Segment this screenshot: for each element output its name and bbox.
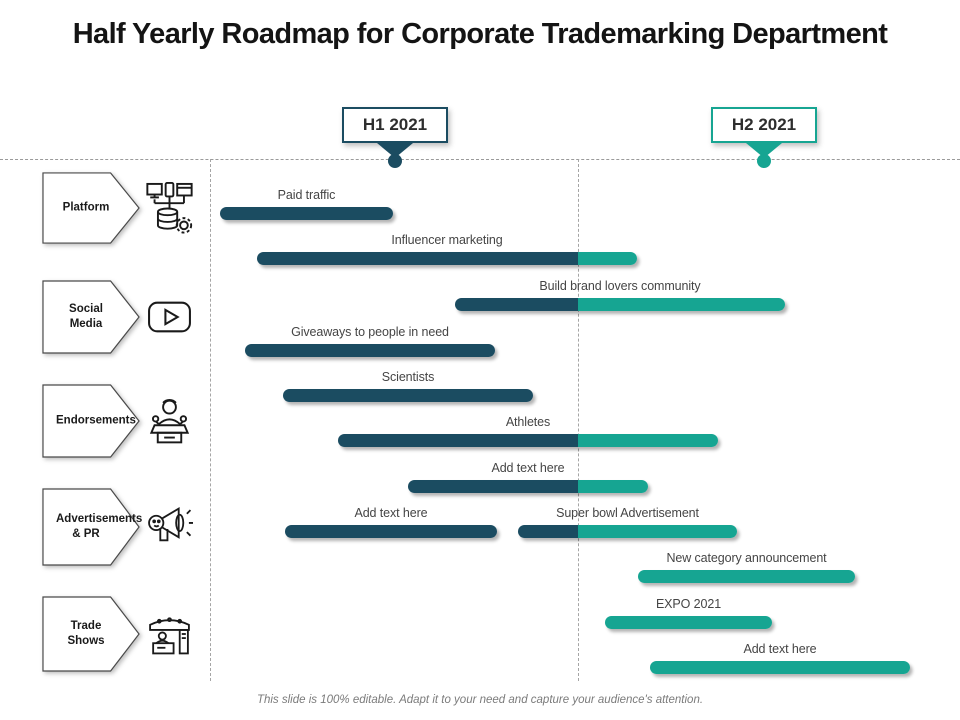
category-arrow-shape <box>42 488 140 566</box>
milestone-label: H2 2021 <box>731 115 797 134</box>
task-bar-segment-h2 <box>638 570 855 583</box>
platform-devices-icon <box>146 182 193 234</box>
category-label: Advertisements & PR <box>56 513 143 540</box>
milestone-label-box: H2 2021 <box>711 107 817 143</box>
task-bar <box>285 525 497 538</box>
category-arrow-shape <box>42 384 140 458</box>
task-bar <box>245 344 495 357</box>
category-arrow-shape <box>42 172 140 244</box>
task-bar-segment-h1 <box>245 344 495 357</box>
milestone-dot-icon <box>757 154 771 168</box>
task-label: Scientists <box>381 370 435 384</box>
task-bar-segment-h2 <box>650 661 910 674</box>
task-label: Paid traffic <box>277 188 336 202</box>
category-row: Endorsements <box>42 384 210 458</box>
timeline-axis-line <box>0 159 960 160</box>
task-bar-segment-h2 <box>578 480 648 493</box>
milestone-marker: H2 2021 <box>711 107 817 168</box>
task-bar <box>283 389 533 402</box>
h1-h2-divider <box>578 159 579 681</box>
task-bar-segment-h2 <box>578 298 785 311</box>
task-bar-segment-h2 <box>578 252 637 265</box>
task-label: Build brand lovers community <box>539 279 701 293</box>
task-bar-segment-h2 <box>578 434 718 447</box>
task-label: Influencer marketing <box>391 233 503 247</box>
timeline-start-divider <box>210 159 211 681</box>
category-label: Trade Shows <box>67 620 105 647</box>
task-label: Add text here <box>491 461 565 475</box>
task-bar <box>455 298 785 311</box>
video-channel-icon <box>146 291 193 343</box>
task-bar-segment-h2 <box>605 616 772 629</box>
task-bar-segment-h1 <box>408 480 578 493</box>
task-bar <box>408 480 648 493</box>
task-bar-segment-h1 <box>518 525 578 538</box>
category-row: Advertisements & PR <box>42 488 210 566</box>
category-arrow-shape <box>42 596 140 672</box>
task-label: EXPO 2021 <box>655 597 722 611</box>
category-label: Platform <box>62 201 110 214</box>
category-row: Social Media <box>42 280 210 354</box>
slide-title: Half Yearly Roadmap for Corporate Tradem… <box>72 18 888 50</box>
task-bar-segment-h2 <box>578 525 737 538</box>
task-bar <box>338 434 718 447</box>
task-label: Giveaways to people in need <box>291 325 449 339</box>
task-label: New category announcement <box>666 551 827 565</box>
task-label: Add text here <box>354 506 428 520</box>
task-bar-segment-h1 <box>257 252 578 265</box>
task-bar-segment-h1 <box>283 389 533 402</box>
task-bar-segment-h1 <box>338 434 578 447</box>
footer-note: This slide is 100% editable. Adapt it to… <box>256 694 704 706</box>
task-bar <box>605 616 772 629</box>
task-bar-segment-h1 <box>455 298 578 311</box>
milestone-dot-icon <box>388 154 402 168</box>
task-label: Add text here <box>743 642 817 656</box>
task-bar <box>220 207 393 220</box>
trade-booth-icon <box>146 608 193 660</box>
task-bar <box>650 661 910 674</box>
task-label: Athletes <box>505 415 551 429</box>
task-bar <box>638 570 855 583</box>
task-bar-segment-h1 <box>285 525 497 538</box>
category-label: Social Media <box>69 303 103 330</box>
category-row: Platform <box>42 172 210 244</box>
milestone-label-box: H1 2021 <box>342 107 448 143</box>
category-arrow-shape <box>42 280 140 354</box>
task-label: Super bowl Advertisement <box>556 506 699 520</box>
milestone-label: H1 2021 <box>362 115 428 134</box>
task-bar <box>518 525 737 538</box>
spokesperson-icon <box>146 395 193 447</box>
category-label: Endorsements <box>56 414 136 427</box>
category-row: Trade Shows <box>42 596 210 672</box>
megaphone-icon <box>146 501 194 553</box>
task-bar <box>257 252 637 265</box>
task-bar-segment-h1 <box>220 207 393 220</box>
milestone-marker: H1 2021 <box>342 107 448 168</box>
